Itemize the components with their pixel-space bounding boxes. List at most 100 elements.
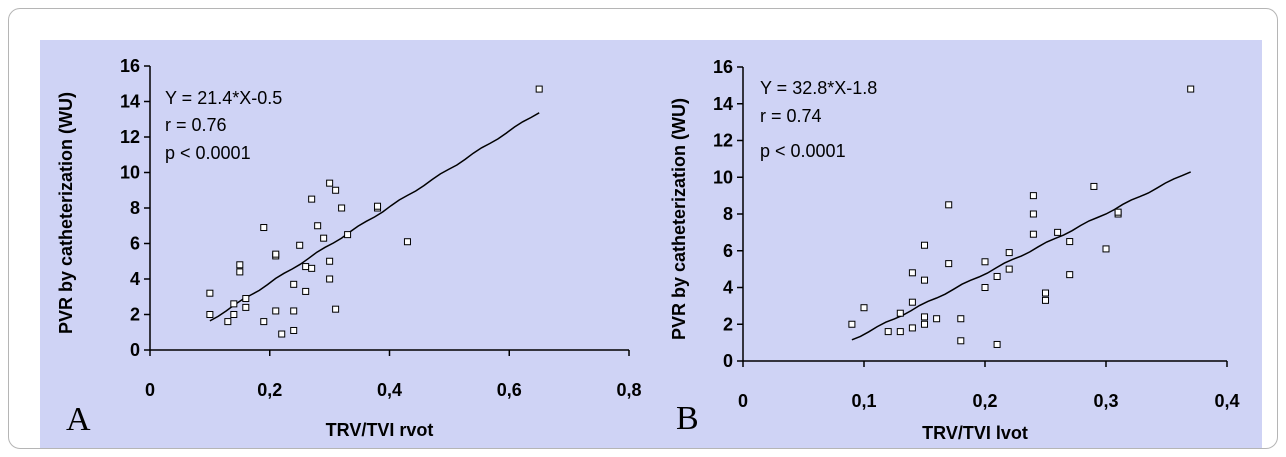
data-point	[921, 241, 928, 249]
data-point	[320, 234, 328, 242]
y-tick-label: 6	[130, 234, 140, 254]
y-tick-label: 12	[713, 131, 733, 151]
data-point	[230, 300, 238, 308]
data-point	[326, 275, 334, 283]
data-point	[1005, 265, 1013, 273]
data-point	[308, 264, 316, 272]
data-point	[535, 85, 543, 93]
regression-line	[209, 112, 540, 322]
data-point	[981, 284, 989, 291]
data-point	[860, 304, 868, 312]
scatter-chart-b: 0 2 4 6 8 10 12 14 16 0 0,1 0,2 0,3 0,4 TRV/TVI lvot PV…	[669, 57, 1240, 443]
data-point	[278, 330, 286, 338]
x-tick-label: 0,4	[1214, 391, 1239, 411]
data-point	[945, 260, 953, 268]
data-point	[326, 179, 334, 187]
data-point	[908, 324, 916, 332]
y-tick-label: 2	[723, 314, 733, 334]
regression-annotation: Y = 32.8*X-1.8	[760, 78, 877, 98]
x-axis-title: TRV/TVI rvot	[326, 420, 434, 440]
data-point	[957, 337, 965, 345]
data-point	[1090, 182, 1098, 190]
data-point	[981, 258, 989, 266]
data-point	[933, 315, 941, 323]
x-tick-label: 0	[145, 380, 155, 400]
scatter-chart-a: 0 2 4 6 8 10 12 14 16 0 0,2 0,4 0,6 0,8 TRV/TVI rvot PV…	[56, 56, 642, 440]
data-point	[260, 224, 268, 232]
data-point	[1054, 228, 1062, 236]
y-tick-label: 6	[723, 241, 733, 261]
data-point	[921, 313, 928, 321]
data-point	[1066, 238, 1074, 246]
y-tick-label: 10	[120, 163, 140, 183]
data-point	[908, 269, 916, 277]
data-point	[848, 320, 856, 328]
data-point	[1029, 210, 1037, 218]
data-point	[1066, 271, 1074, 279]
x-tick-label: 0,3	[1093, 391, 1118, 411]
regression-annotation: r = 0.76	[165, 115, 227, 135]
data-point	[308, 195, 316, 203]
y-tick-label: 12	[120, 127, 140, 147]
data-point	[344, 231, 352, 239]
data-point	[332, 305, 340, 313]
x-tick-label: 0,1	[851, 391, 876, 411]
data-point	[908, 298, 916, 306]
data-point	[921, 276, 928, 284]
data-point	[272, 250, 280, 258]
data-point	[1042, 296, 1049, 304]
data-point	[1114, 208, 1122, 216]
x-axis-title: TRV/TVI lvot	[922, 423, 1028, 443]
data-point	[260, 318, 268, 326]
data-point	[403, 238, 411, 246]
data-point	[326, 257, 334, 265]
data-point	[230, 311, 238, 318]
regression-annotation: Y = 21.4*X-0.5	[165, 88, 282, 108]
y-axis-title: PVR by catheterization (WU)	[669, 98, 689, 340]
y-axis-title: PVR by catheterization (WU)	[56, 92, 76, 334]
regression-annotation: r = 0.74	[760, 106, 822, 126]
data-point	[1042, 289, 1049, 297]
data-point	[314, 222, 322, 230]
data-point	[374, 202, 382, 210]
panel-letter: B	[676, 400, 699, 437]
x-tick-label: 0,2	[972, 391, 997, 411]
data-point	[338, 204, 346, 212]
data-point	[1005, 249, 1013, 257]
y-tick-label: 16	[713, 57, 733, 77]
y-tick-label: 8	[130, 198, 140, 218]
data-point	[296, 241, 304, 249]
x-tick-label: 0,2	[257, 380, 282, 400]
data-point	[1102, 245, 1110, 253]
data-point	[332, 186, 340, 194]
data-point	[896, 309, 904, 317]
y-tick-label: 10	[713, 167, 733, 187]
data-point	[290, 280, 298, 288]
y-tick-label: 4	[723, 278, 733, 298]
y-tick-label: 2	[130, 305, 140, 325]
data-point	[242, 295, 250, 303]
data-point	[236, 268, 244, 276]
y-tick-label: 16	[120, 56, 140, 76]
data-point	[290, 326, 298, 334]
data-point	[921, 320, 928, 328]
panel-letter: A	[66, 401, 91, 438]
x-tick-label: 0	[738, 391, 748, 411]
data-point	[896, 328, 904, 336]
x-tick-label: 0,8	[616, 380, 641, 400]
data-point	[236, 261, 244, 269]
data-point	[1187, 85, 1195, 93]
y-tick-label: 0	[130, 340, 140, 360]
data-point	[1029, 192, 1037, 200]
data-point	[206, 289, 214, 297]
data-point	[1029, 230, 1037, 238]
data-point	[884, 328, 892, 336]
y-tick-label: 4	[130, 269, 140, 289]
data-point	[302, 287, 310, 295]
data-point	[993, 340, 1001, 348]
data-point	[302, 263, 310, 271]
data-point	[957, 315, 965, 323]
data-point	[290, 307, 298, 315]
regression-line	[851, 171, 1191, 341]
y-tick-label: 0	[723, 351, 733, 371]
